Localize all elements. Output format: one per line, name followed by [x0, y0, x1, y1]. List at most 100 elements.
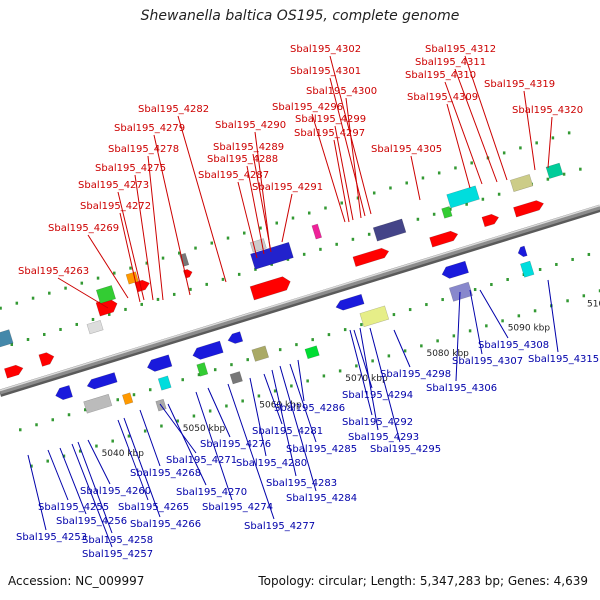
- gene-block: [372, 218, 407, 242]
- track-tick: [587, 252, 591, 256]
- track-tick: [356, 196, 360, 200]
- top-leader-line: [134, 174, 154, 301]
- track-tick: [62, 454, 66, 458]
- track-tick: [124, 307, 127, 311]
- track-tick: [425, 303, 428, 307]
- top-leader-line: [464, 55, 508, 181]
- gene-block: [520, 260, 535, 278]
- gene-block: [86, 319, 104, 335]
- track-tick: [140, 302, 143, 306]
- bottom-gene-label: Sbal195_4306: [426, 383, 497, 394]
- track-tick: [327, 333, 331, 337]
- bottom-leader-line: [47, 449, 69, 501]
- track-tick: [454, 166, 457, 170]
- track-tick: [31, 296, 35, 300]
- reverse-gene: [517, 245, 528, 258]
- bottom-leader-line: [369, 327, 401, 443]
- track-tick: [465, 202, 468, 206]
- gene-block: [359, 305, 390, 328]
- top-leader-line: [329, 55, 372, 215]
- bottom-leader-line: [289, 363, 317, 443]
- track-tick: [490, 283, 493, 287]
- bottom-leader-line: [87, 439, 111, 485]
- backbone-highlight: [0, 204, 600, 392]
- track-tick: [533, 309, 537, 313]
- track-tick: [145, 261, 149, 265]
- track-tick: [501, 319, 504, 323]
- reverse-gene: [227, 331, 244, 344]
- track-tick: [519, 146, 522, 150]
- track-tick: [286, 257, 290, 261]
- scale-label: 5050 kbp: [183, 424, 226, 434]
- track-tick: [372, 191, 376, 195]
- top-leader-line: [446, 103, 471, 189]
- track-tick: [48, 291, 51, 295]
- gene-block: [249, 238, 267, 253]
- top-leader-line: [329, 77, 366, 217]
- track-tick: [319, 247, 322, 251]
- track-tick: [306, 379, 309, 383]
- top-gene-label: Sbal195_4272: [80, 201, 151, 212]
- track-tick: [408, 308, 412, 312]
- track-tick: [242, 231, 246, 235]
- track-tick: [161, 256, 165, 260]
- bottom-leader-line: [547, 279, 559, 353]
- track-tick: [291, 216, 295, 220]
- scale-label: 5080 kbp: [426, 349, 469, 359]
- track-tick: [213, 368, 217, 372]
- track-tick: [566, 299, 569, 303]
- bottom-gene-label: Sbal195_4253: [16, 532, 87, 543]
- track-tick: [452, 334, 456, 338]
- top-leader-line: [87, 234, 129, 299]
- bottom-leader-line: [479, 289, 509, 339]
- top-gene-label: Sbal195_4282: [138, 104, 209, 115]
- track-tick: [107, 312, 111, 316]
- track-tick: [254, 267, 257, 271]
- bottom-leader-line: [71, 443, 113, 548]
- top-leader-line: [119, 212, 141, 303]
- track-tick: [210, 241, 214, 245]
- bottom-gene-label: Sbal195_4286: [274, 403, 345, 414]
- bottom-leader-line: [159, 403, 197, 454]
- track-tick: [473, 288, 477, 292]
- track-tick: [46, 459, 49, 463]
- track-tick: [178, 251, 181, 255]
- track-tick: [468, 329, 472, 333]
- bottom-leader-line: [263, 373, 283, 425]
- bottom-gene-label: Sbal195_4271: [166, 455, 237, 466]
- track-tick: [194, 246, 197, 250]
- top-gene-label: Sbal195_4312: [425, 44, 496, 55]
- track-tick: [181, 378, 184, 382]
- forward-gene: [249, 276, 291, 301]
- top-gene-label: Sbal195_4297: [294, 128, 365, 139]
- track-tick: [437, 171, 441, 175]
- top-gene-label: Sbal195_4269: [48, 223, 119, 234]
- top-gene-label: Sbal195_4299: [295, 114, 366, 125]
- top-gene-label: Sbal195_4289: [213, 142, 284, 153]
- top-gene-label: Sbal195_4301: [290, 66, 361, 77]
- track-tick: [579, 167, 582, 171]
- top-leader-line: [454, 68, 498, 183]
- track-tick: [237, 272, 241, 276]
- track-tick: [230, 363, 233, 367]
- bottom-gene-label: Sbal195_4307: [452, 356, 523, 367]
- track-tick: [257, 394, 261, 398]
- gene-block: [196, 362, 209, 377]
- bottom-leader-line: [195, 391, 233, 501]
- forward-gene: [4, 364, 24, 379]
- gene-block: [448, 281, 473, 302]
- track-tick: [546, 177, 550, 181]
- track-tick: [405, 181, 408, 185]
- top-gene-label: Sbal195_4319: [484, 79, 555, 90]
- bottom-leader-line: [279, 365, 317, 492]
- gene-block: [304, 345, 320, 360]
- track-tick: [15, 301, 19, 305]
- bottom-leader-line: [207, 387, 231, 438]
- top-gene-label: Sbal195_4302: [290, 44, 361, 55]
- track-tick: [160, 424, 163, 428]
- bottom-gene-label: Sbal195_4265: [118, 502, 189, 513]
- track-tick: [371, 359, 374, 363]
- track-tick: [322, 374, 326, 378]
- track-tick: [116, 398, 119, 402]
